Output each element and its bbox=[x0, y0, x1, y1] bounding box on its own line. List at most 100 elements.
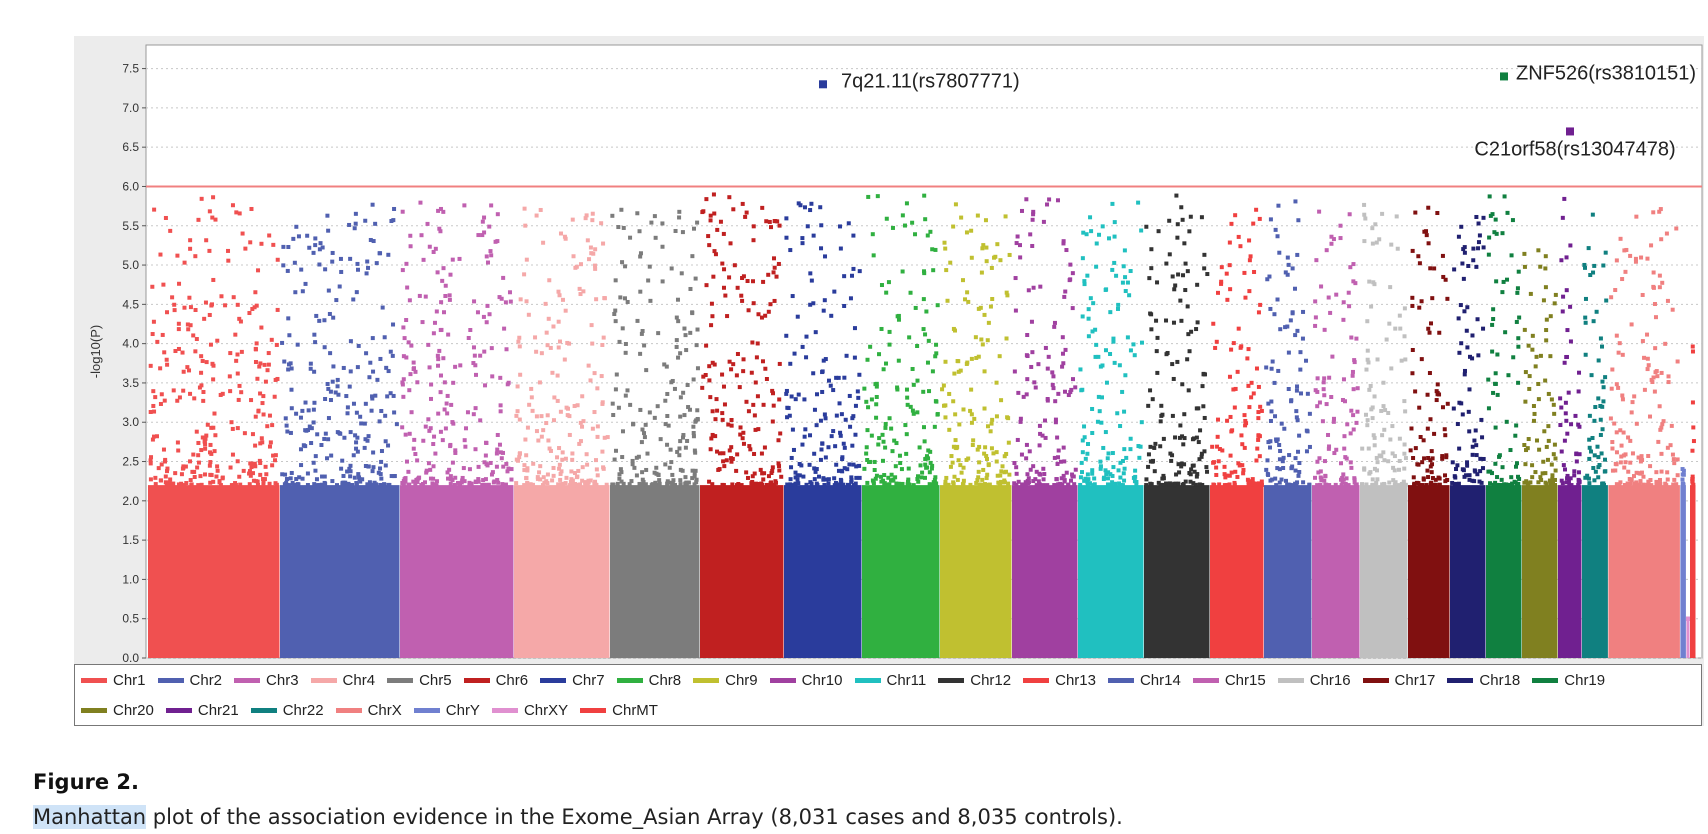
data-point bbox=[1568, 476, 1573, 481]
data-point bbox=[1583, 296, 1588, 301]
legend-item-chrx: ChrX bbox=[335, 702, 402, 719]
data-point bbox=[443, 294, 448, 299]
data-point bbox=[1470, 356, 1475, 361]
data-point bbox=[1164, 481, 1169, 486]
data-point bbox=[1364, 367, 1369, 372]
data-point bbox=[619, 470, 624, 475]
data-point bbox=[1245, 356, 1250, 361]
data-point bbox=[1403, 409, 1408, 414]
data-point bbox=[1386, 459, 1391, 464]
data-point bbox=[1397, 458, 1402, 463]
data-point bbox=[694, 343, 699, 348]
data-point bbox=[761, 402, 766, 407]
data-point bbox=[897, 453, 902, 458]
data-point bbox=[1392, 454, 1397, 459]
data-point bbox=[387, 482, 392, 487]
data-point bbox=[1172, 287, 1177, 292]
data-point bbox=[1235, 474, 1240, 479]
data-point bbox=[910, 220, 915, 225]
data-point bbox=[1416, 481, 1421, 486]
data-point bbox=[784, 391, 789, 396]
data-point bbox=[322, 345, 327, 350]
data-point bbox=[527, 402, 532, 407]
data-point bbox=[1176, 481, 1181, 486]
data-point bbox=[720, 482, 725, 487]
data-point bbox=[792, 351, 797, 356]
data-point bbox=[1622, 483, 1627, 488]
data-point bbox=[980, 342, 985, 347]
data-point bbox=[1367, 279, 1372, 284]
data-point bbox=[311, 250, 316, 255]
data-point bbox=[1182, 462, 1187, 467]
data-point bbox=[935, 412, 940, 417]
data-point bbox=[1115, 306, 1120, 311]
data-point bbox=[829, 434, 834, 439]
data-point bbox=[1043, 345, 1048, 350]
data-point bbox=[497, 295, 502, 300]
data-point bbox=[1217, 482, 1222, 487]
data-point bbox=[541, 240, 546, 245]
data-point bbox=[1082, 279, 1087, 284]
data-point bbox=[1019, 452, 1024, 457]
data-point bbox=[980, 246, 985, 251]
data-point bbox=[1147, 276, 1152, 281]
data-point bbox=[1268, 217, 1273, 222]
legend-item-chr16: Chr16 bbox=[1277, 672, 1351, 689]
data-point bbox=[1154, 318, 1159, 323]
data-point bbox=[560, 483, 565, 488]
data-point bbox=[1398, 326, 1403, 331]
data-point bbox=[1080, 450, 1085, 455]
data-point bbox=[484, 320, 489, 325]
data-point bbox=[926, 448, 931, 453]
data-point bbox=[1018, 416, 1023, 421]
data-point bbox=[1641, 482, 1646, 487]
data-point bbox=[265, 424, 270, 429]
data-point bbox=[1281, 465, 1286, 470]
data-point bbox=[1651, 285, 1656, 290]
data-point bbox=[965, 360, 970, 365]
data-point bbox=[1413, 389, 1418, 394]
data-point bbox=[575, 403, 580, 408]
data-point bbox=[1559, 449, 1564, 454]
data-point bbox=[247, 471, 252, 476]
data-point bbox=[1332, 451, 1337, 456]
data-point bbox=[1246, 479, 1251, 484]
data-point bbox=[896, 317, 901, 322]
data-point bbox=[853, 403, 858, 408]
data-point bbox=[1369, 304, 1374, 309]
data-point bbox=[428, 467, 433, 472]
data-point bbox=[307, 424, 312, 429]
data-point bbox=[1183, 288, 1188, 293]
data-point bbox=[1187, 470, 1192, 475]
legend-label: Chr20 bbox=[113, 701, 154, 719]
data-point bbox=[1636, 482, 1641, 487]
data-point bbox=[856, 395, 861, 400]
data-point bbox=[326, 416, 331, 421]
data-point bbox=[1152, 469, 1157, 474]
data-point bbox=[253, 290, 258, 295]
data-point bbox=[476, 233, 481, 238]
data-point bbox=[1231, 341, 1236, 346]
data-point bbox=[889, 478, 894, 483]
data-point bbox=[1510, 481, 1515, 486]
data-point bbox=[979, 270, 984, 275]
data-point bbox=[1564, 354, 1569, 359]
data-point bbox=[514, 457, 519, 462]
data-point bbox=[1090, 406, 1095, 411]
data-point bbox=[727, 195, 732, 200]
data-point bbox=[750, 340, 755, 345]
data-point bbox=[1586, 476, 1591, 481]
data-point bbox=[880, 432, 885, 437]
data-point bbox=[956, 458, 961, 463]
data-point bbox=[1402, 442, 1407, 447]
data-point bbox=[1110, 480, 1115, 485]
data-point bbox=[1550, 473, 1555, 478]
data-point bbox=[998, 473, 1003, 478]
data-point bbox=[1158, 444, 1163, 449]
data-point bbox=[1175, 359, 1180, 364]
data-point bbox=[303, 281, 308, 286]
data-point bbox=[193, 254, 198, 259]
data-point bbox=[852, 326, 857, 331]
data-point bbox=[267, 481, 272, 486]
data-point bbox=[415, 458, 420, 463]
